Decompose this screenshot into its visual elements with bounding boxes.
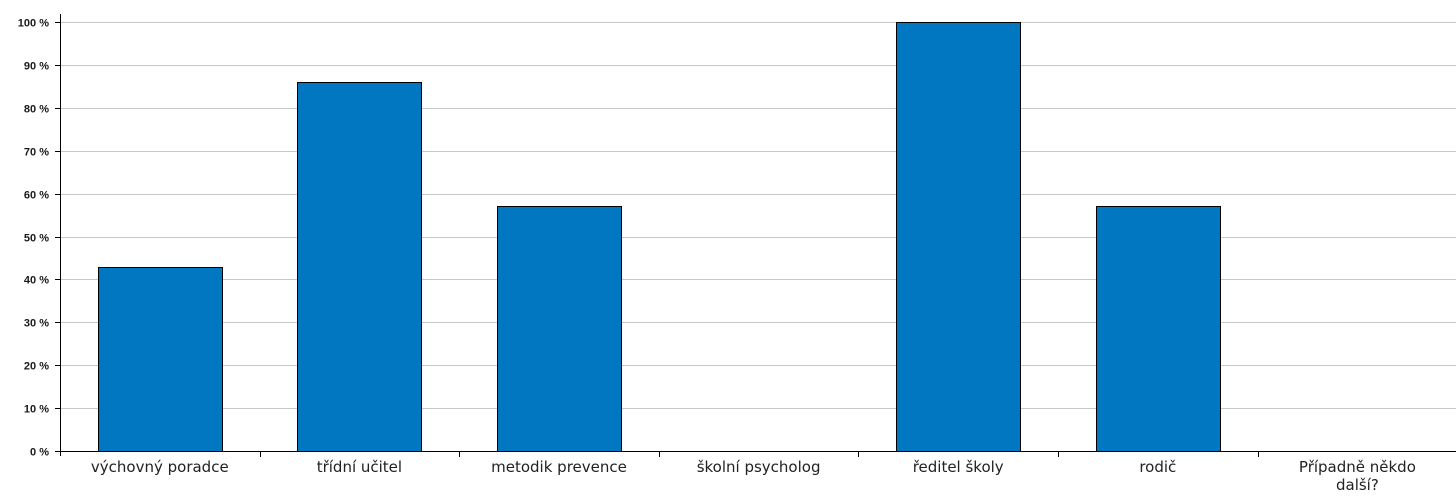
x-tick-label: Případně někdo další? [1299,458,1416,494]
y-tick-label: 70 % [24,147,49,159]
y-tick-label: 80 % [24,104,49,116]
axes [55,14,1456,457]
x-tick-label: metodik prevence [491,458,627,476]
bar [297,82,422,452]
y-tick-label: 90 % [24,61,49,73]
y-tick-label: 20 % [24,361,49,373]
bar [98,267,223,452]
y-tick-label: 40 % [24,275,49,287]
y-tick-label: 60 % [24,190,49,202]
x-tick-labels: výchovný poradce třídní učitel metodik pre… [91,458,1416,494]
y-tick-label: 10 % [24,404,49,416]
x-tick-label: ředitel školy [913,458,1004,476]
y-tick-label: 100 % [18,18,49,30]
y-tick-label: 30 % [24,318,49,330]
x-tick-label: rodič [1139,458,1176,476]
y-tick-labels: 0 % 10 % 20 % 30 % 40 % 50 % 60 % 70 % 80 % 90 % 1… [18,18,49,459]
gridlines [60,22,1456,409]
x-tick-label: výchovný poradce [91,458,229,476]
y-tick-label: 50 % [24,233,49,245]
y-tick-label: 0 % [30,447,49,459]
bar [497,206,622,452]
bar [896,22,1021,452]
x-tick-label: třídní učitel [317,458,402,476]
bar [1096,206,1221,452]
x-tick-label: školní psycholog [697,458,821,476]
